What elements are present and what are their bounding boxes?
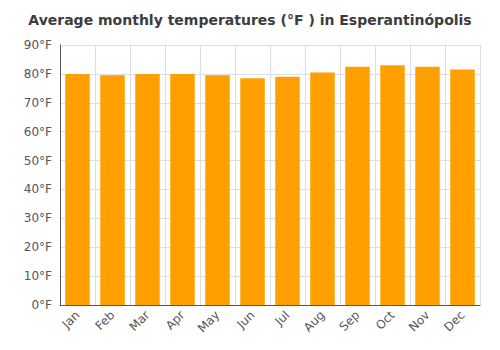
svg-text:Jun: Jun xyxy=(234,308,258,332)
svg-text:50°F: 50°F xyxy=(24,154,52,168)
svg-text:Oct: Oct xyxy=(373,308,398,333)
svg-text:60°F: 60°F xyxy=(24,125,52,139)
svg-text:Average monthly temperatures (: Average monthly temperatures (°F ) in Es… xyxy=(28,12,471,28)
svg-text:Feb: Feb xyxy=(93,308,118,333)
svg-text:Mar: Mar xyxy=(127,308,153,334)
svg-text:Nov: Nov xyxy=(406,308,432,334)
svg-text:May: May xyxy=(195,308,222,335)
svg-text:Apr: Apr xyxy=(163,308,188,333)
svg-text:10°F: 10°F xyxy=(24,269,52,283)
svg-text:20°F: 20°F xyxy=(24,240,52,254)
svg-text:Jan: Jan xyxy=(59,308,83,332)
svg-text:Dec: Dec xyxy=(441,308,467,334)
svg-text:90°F: 90°F xyxy=(24,38,52,52)
svg-text:Aug: Aug xyxy=(301,308,327,334)
svg-text:30°F: 30°F xyxy=(24,211,52,225)
svg-text:0°F: 0°F xyxy=(31,298,52,312)
svg-text:40°F: 40°F xyxy=(24,182,52,196)
svg-text:Sep: Sep xyxy=(337,308,363,334)
svg-text:Jul: Jul xyxy=(272,308,293,329)
svg-text:70°F: 70°F xyxy=(24,96,52,110)
svg-text:80°F: 80°F xyxy=(24,67,52,81)
